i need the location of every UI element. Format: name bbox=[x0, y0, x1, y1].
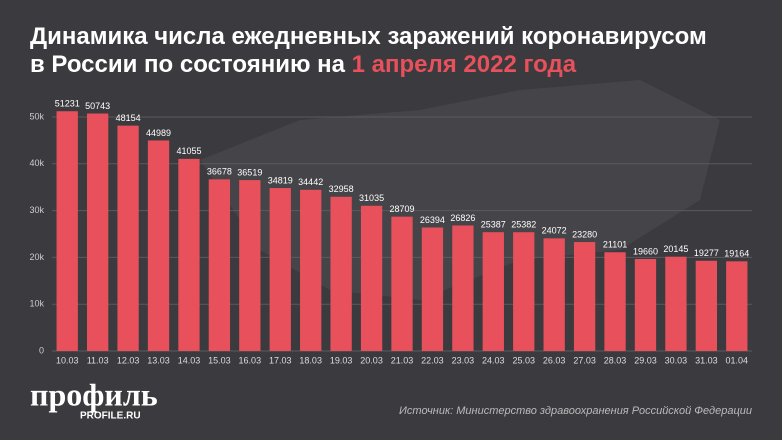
bar bbox=[56, 111, 78, 351]
bar bbox=[239, 180, 261, 351]
x-tick-label: 21.03 bbox=[391, 355, 414, 365]
bar bbox=[360, 205, 383, 351]
value-label: 51231 bbox=[55, 99, 80, 109]
x-tick-label: 27.03 bbox=[573, 355, 596, 365]
y-tick-label: 20k bbox=[29, 252, 44, 262]
x-tick-label: 20.03 bbox=[360, 355, 383, 365]
value-label: 28709 bbox=[389, 204, 414, 214]
x-tick-label: 15.03 bbox=[208, 355, 231, 365]
value-label: 25382 bbox=[511, 220, 536, 230]
bar bbox=[482, 232, 504, 351]
value-label: 19277 bbox=[694, 248, 719, 258]
chart-title: в России по состоянию на 1 апреля 2022 г… bbox=[30, 51, 577, 78]
title-highlight: 1 апреля 2022 года bbox=[352, 51, 577, 78]
value-label: 41055 bbox=[176, 146, 201, 156]
value-label: 31035 bbox=[359, 193, 384, 203]
chart-title: Динамика числа ежедневных заражений коро… bbox=[30, 23, 707, 50]
bar bbox=[147, 140, 170, 351]
value-label: 24072 bbox=[542, 226, 567, 236]
x-tick-label: 31.03 bbox=[695, 355, 718, 365]
value-label: 26394 bbox=[420, 215, 445, 225]
x-tick-label: 22.03 bbox=[421, 355, 444, 365]
bar bbox=[330, 196, 352, 351]
x-tick-label: 26.03 bbox=[543, 355, 566, 365]
bar bbox=[604, 252, 626, 351]
title-line: в России по состоянию на bbox=[30, 51, 346, 78]
y-tick-label: 40k bbox=[29, 158, 44, 168]
bar bbox=[513, 232, 535, 351]
x-tick-label: 25.03 bbox=[512, 355, 535, 365]
bar bbox=[726, 261, 748, 351]
value-label: 48154 bbox=[116, 113, 141, 123]
bar bbox=[573, 242, 596, 351]
value-label: 34442 bbox=[298, 177, 323, 187]
value-label: 25387 bbox=[481, 220, 506, 230]
value-label: 19164 bbox=[724, 249, 749, 259]
source: Источник: Министерство здравоохранения Р… bbox=[399, 405, 752, 417]
x-tick-label: 13.03 bbox=[147, 355, 170, 365]
y-tick-label: 10k bbox=[29, 299, 44, 309]
y-tick-label: 0 bbox=[39, 345, 44, 355]
value-label: 36678 bbox=[207, 167, 232, 177]
bar bbox=[117, 125, 139, 351]
value-label: 36519 bbox=[237, 167, 262, 177]
x-tick-label: 19.03 bbox=[330, 355, 353, 365]
bar bbox=[695, 260, 717, 351]
x-tick-label: 18.03 bbox=[299, 355, 322, 365]
y-tick-label: 30k bbox=[29, 205, 44, 215]
x-tick-label: 12.03 bbox=[117, 355, 140, 365]
x-tick-label: 01.04 bbox=[726, 355, 749, 365]
value-label: 44989 bbox=[146, 128, 171, 138]
value-label: 26826 bbox=[450, 213, 475, 223]
x-tick-label: 11.03 bbox=[87, 355, 109, 365]
logo-site: PROFILE.RU bbox=[80, 411, 141, 422]
value-label: 34819 bbox=[268, 175, 293, 185]
value-label: 19660 bbox=[633, 246, 658, 256]
value-label: 20145 bbox=[663, 244, 688, 254]
value-label: 32958 bbox=[329, 184, 354, 194]
value-label: 23280 bbox=[572, 229, 597, 239]
y-tick-label: 50k bbox=[29, 111, 44, 121]
bar bbox=[543, 238, 565, 351]
x-tick-label: 10.03 bbox=[56, 355, 79, 365]
bar bbox=[87, 113, 109, 351]
x-tick-label: 28.03 bbox=[604, 355, 627, 365]
x-tick-label: 16.03 bbox=[239, 355, 262, 365]
bar bbox=[634, 258, 657, 351]
bar bbox=[208, 179, 231, 351]
x-tick-label: 29.03 bbox=[634, 355, 657, 365]
value-label: 50743 bbox=[85, 101, 110, 111]
value-label: 21101 bbox=[603, 240, 627, 250]
x-tick-label: 30.03 bbox=[665, 355, 688, 365]
x-tick-label: 24.03 bbox=[482, 355, 505, 365]
bar bbox=[269, 188, 291, 351]
x-tick-label: 14.03 bbox=[178, 355, 201, 365]
logo: профиль bbox=[30, 376, 158, 412]
title-line: Динамика числа ежедневных заражений коро… bbox=[30, 23, 707, 50]
bar bbox=[421, 227, 444, 351]
bar bbox=[452, 225, 474, 351]
x-tick-label: 17.03 bbox=[269, 355, 292, 365]
x-tick-label: 23.03 bbox=[452, 355, 475, 365]
bar bbox=[178, 158, 200, 351]
bar bbox=[300, 189, 322, 351]
bar bbox=[391, 216, 413, 351]
bar bbox=[665, 256, 687, 351]
